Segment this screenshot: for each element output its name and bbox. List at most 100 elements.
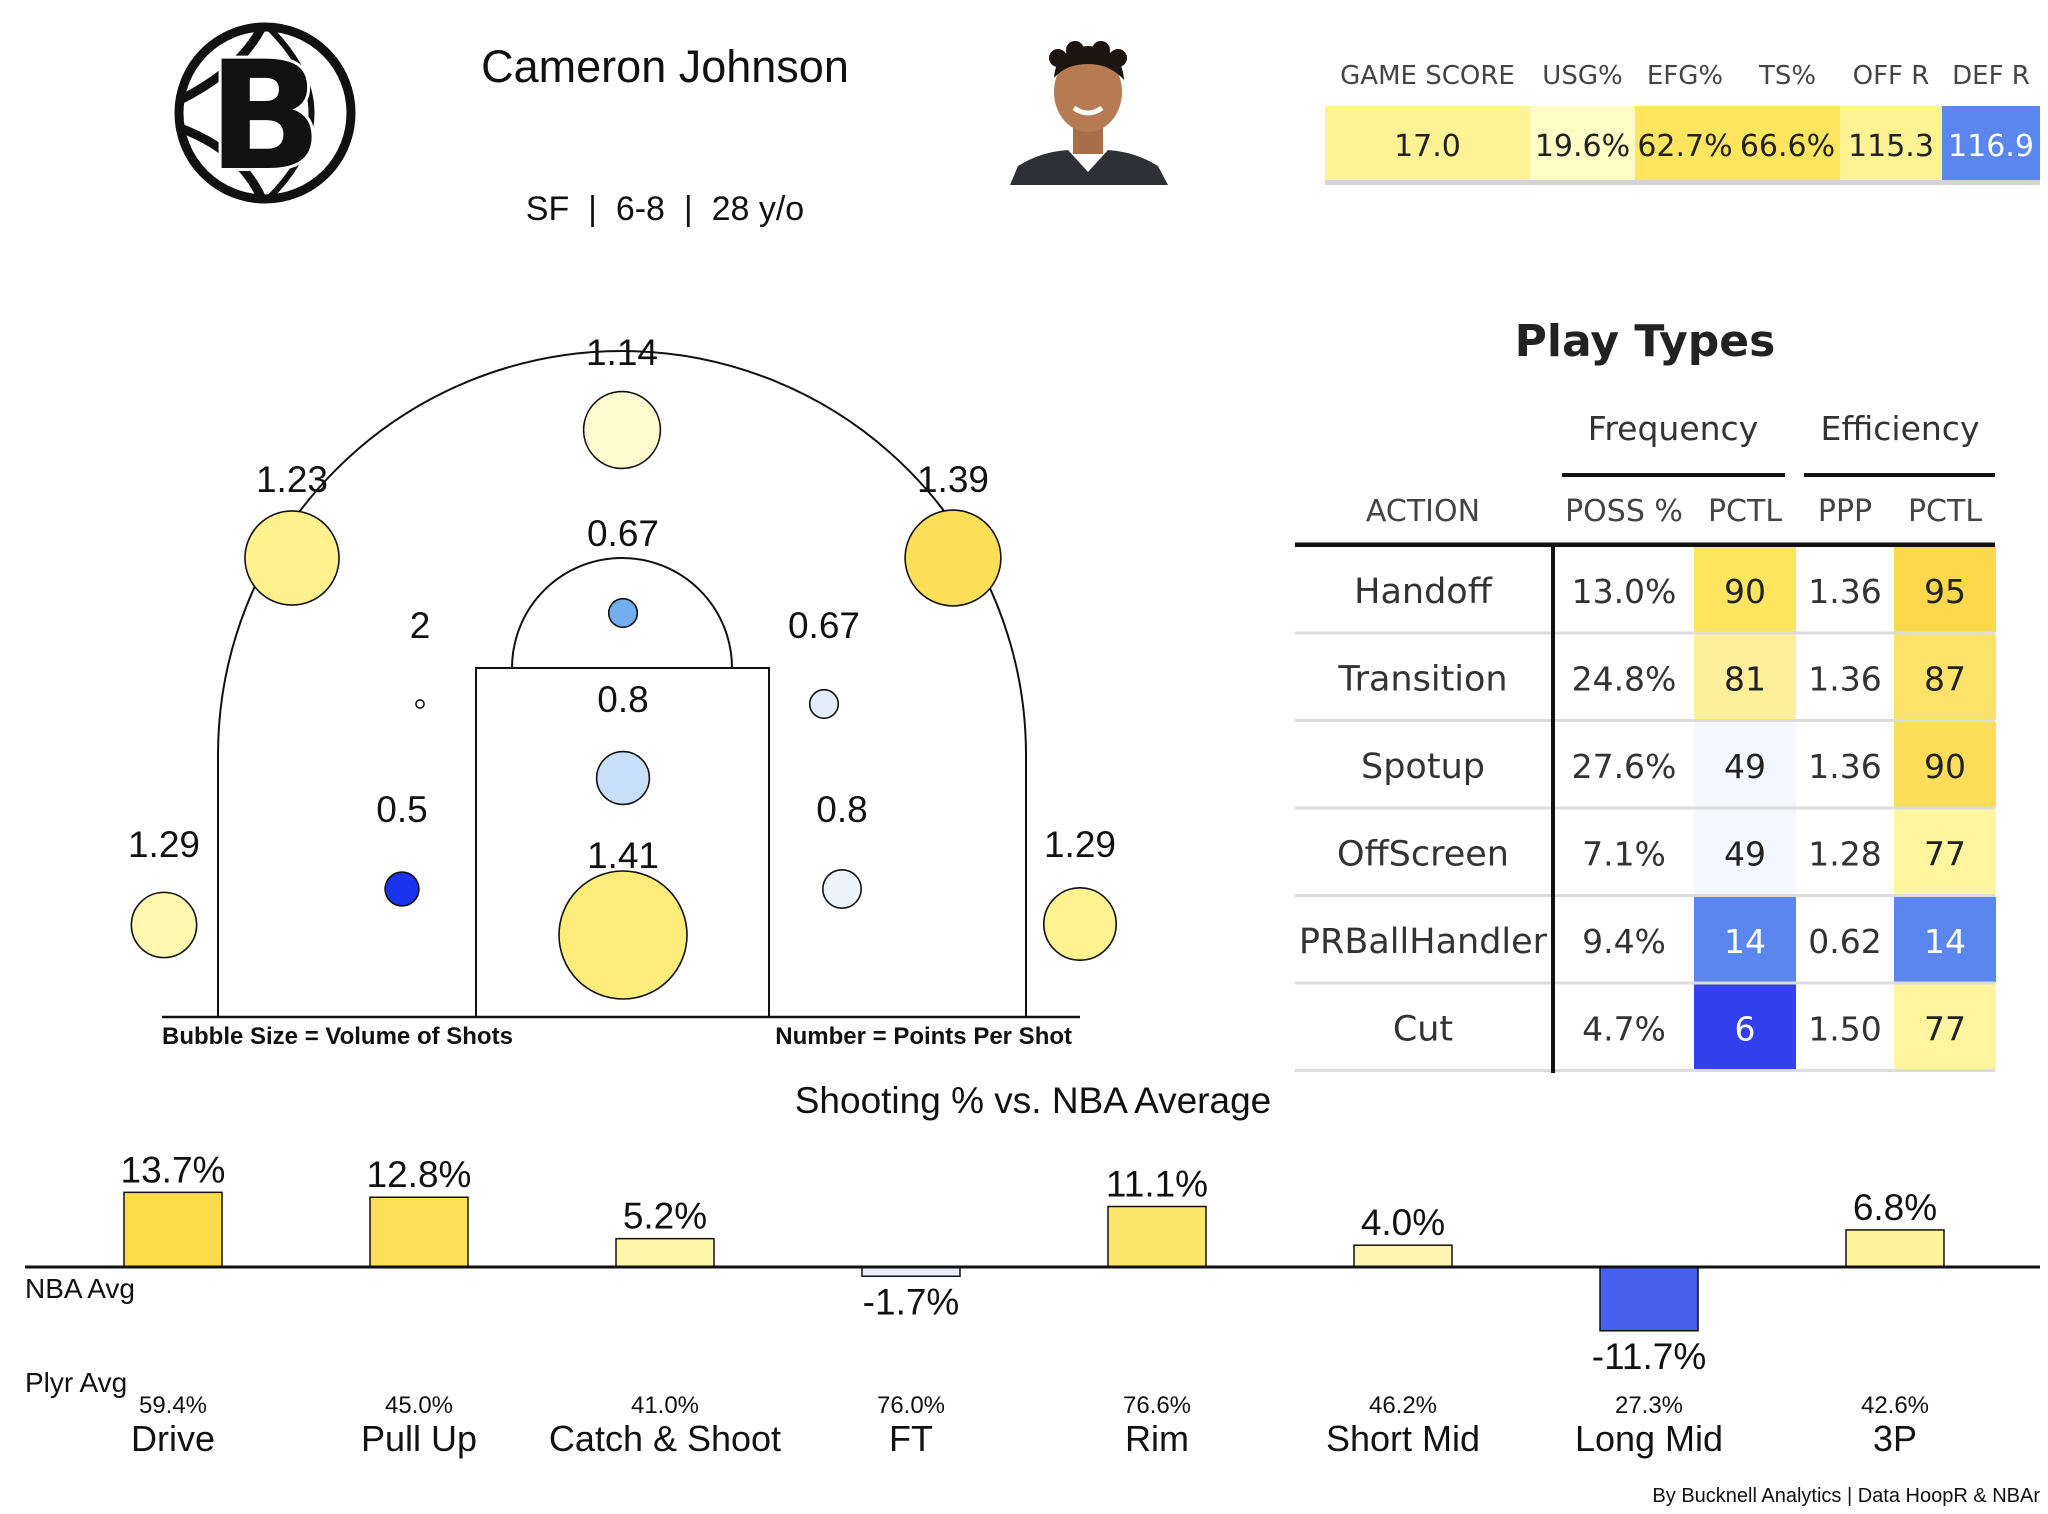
ppp: 1.36	[1808, 747, 1881, 786]
category-label-3p: 3P	[1873, 1418, 1917, 1459]
eff-pctl-cell	[1894, 547, 1996, 633]
eff-pctl: 87	[1924, 659, 1966, 698]
stat-header-efg: EFG%	[1647, 61, 1723, 91]
shot-bubbles: 1.29 1.23 1.14 1.39 1.29 2 0.5 0.67 0.67 0.8 0.8 1.…	[128, 332, 1118, 1000]
stat-cell-usg	[1530, 106, 1635, 180]
row-background	[1295, 809, 1995, 895]
ppp: 1.28	[1808, 834, 1881, 873]
play-type-row-cut: Cut 4.7% 6 1.50 77	[1295, 984, 1996, 1072]
eff-pctl-cell	[1894, 809, 1996, 895]
stats-underline	[1325, 180, 2040, 185]
eff-pctl: 14	[1924, 922, 1966, 961]
ppp-label-left-corner-3: 1.29	[128, 824, 200, 865]
freq-pctl: 49	[1724, 747, 1766, 786]
stat-cell-def-r	[1942, 106, 2040, 180]
poss-pct: 27.6%	[1572, 747, 1677, 786]
ppp-label-left-wing-3: 1.23	[256, 459, 328, 500]
ppp-label-paint: 0.8	[597, 679, 648, 720]
play-types-table: Play Types Frequency Efficiency ACTION PO…	[1295, 316, 1996, 1073]
action-label: PRBallHandler	[1299, 922, 1548, 962]
bubble-size-note: Bubble Size = Volume of Shots	[162, 1023, 513, 1050]
stat-header-def-r: DEF R	[1952, 61, 2030, 91]
category-label-ft: FT	[889, 1418, 933, 1459]
player-avg-short-mid: 46.2%	[1369, 1392, 1437, 1419]
poss-pct: 7.1%	[1582, 834, 1666, 873]
poss-pct: 9.4%	[1582, 922, 1666, 961]
poss-pct: 24.8%	[1572, 659, 1677, 698]
row-divider	[1295, 806, 1995, 810]
ppp-label-left-elbow-mid: 2	[410, 605, 431, 646]
poss-pct: 4.7%	[1582, 1009, 1666, 1048]
ppp-label-restricted-area: 1.41	[587, 835, 659, 876]
free-throw-circle	[511, 557, 733, 669]
ppp-label-left-baseline-mid: 0.5	[376, 789, 427, 830]
bar-value-label-long-mid: -11.7%	[1592, 1336, 1707, 1377]
stat-header-game-score: GAME SCORE	[1340, 61, 1515, 91]
freq-pctl: 6	[1735, 1009, 1756, 1048]
action-label: Transition	[1337, 659, 1507, 699]
bubble-restricted-area	[558, 870, 688, 1000]
row-background	[1295, 547, 1995, 633]
column-header-pctl-2: PCTL	[1708, 494, 1782, 529]
ppp-label-right-corner-3: 1.29	[1044, 824, 1116, 865]
play-type-row-prballhandler: PRBallHandler 9.4% 14 0.62 14	[1295, 897, 1996, 985]
eff-pctl-cell	[1894, 634, 1996, 720]
category-label-catch-shoot: Catch & Shoot	[549, 1418, 781, 1459]
ppp: 1.50	[1808, 1009, 1881, 1048]
stat-value-usg: 19.6%	[1535, 129, 1630, 164]
bar-short-mid	[1353, 1244, 1453, 1268]
action-label: Cut	[1393, 1009, 1453, 1049]
ppp-note: Number = Points Per Shot	[775, 1023, 1072, 1050]
column-header-ppp-3: PPP	[1818, 494, 1872, 529]
stat-value-efg: 62.7%	[1637, 129, 1732, 164]
player-avg-long-mid: 27.3%	[1615, 1392, 1683, 1419]
action-label: OffScreen	[1337, 834, 1509, 874]
column-header-pctl-4: PCTL	[1908, 494, 1982, 529]
category-label-long-mid: Long Mid	[1575, 1418, 1723, 1459]
player-name: Cameron Johnson	[481, 41, 849, 92]
freq-pctl: 81	[1724, 659, 1766, 698]
bar-chart-title: Shooting % vs. NBA Average	[795, 1080, 1272, 1121]
category-label-pull-up: Pull Up	[361, 1418, 477, 1459]
bubble-free-throw-mid	[607, 597, 639, 629]
row-divider	[1295, 719, 1995, 722]
player-avg-label: Plyr Avg	[25, 1367, 127, 1398]
bubble-right-wing-3	[904, 509, 1002, 607]
player-bio: SF | 6-8 | 28 y/o	[526, 190, 804, 228]
bar-3p	[1845, 1229, 1945, 1268]
eff-pctl-cell	[1894, 897, 1996, 983]
bubble-right-baseline-mid	[821, 868, 862, 909]
bar-value-label-pull-up: 12.8%	[367, 1154, 472, 1195]
player-avg-ft: 76.0%	[877, 1392, 945, 1419]
category-label-rim: Rim	[1125, 1418, 1189, 1459]
nets-logo-icon: B	[174, 22, 356, 207]
eff-pctl: 90	[1924, 747, 1966, 786]
poss-pct: 13.0%	[1572, 572, 1677, 611]
row-divider	[1295, 631, 1995, 635]
bar-value-label-drive: 13.7%	[121, 1149, 226, 1190]
bar-value-label-rim: 11.1%	[1106, 1164, 1208, 1205]
stat-value-def-r: 116.9	[1948, 129, 2034, 164]
efficiency-group-label: Efficiency	[1821, 409, 1980, 448]
bar-value-label-ft: -1.7%	[863, 1281, 960, 1322]
category-label-short-mid: Short Mid	[1326, 1418, 1480, 1459]
bar-pull-up	[369, 1196, 469, 1268]
play-type-row-offscreen: OffScreen 7.1% 49 1.28 77	[1295, 809, 1996, 897]
stat-cell-ts	[1735, 106, 1840, 180]
svg-text:B: B	[208, 30, 322, 204]
row-divider	[1295, 981, 1995, 985]
bubble-paint	[595, 750, 651, 806]
action-label: Spotup	[1361, 747, 1485, 787]
bar-catch-shoot	[615, 1237, 715, 1268]
bubble-left-corner-3	[130, 891, 198, 959]
freq-pctl: 90	[1724, 572, 1766, 611]
row-divider	[1295, 894, 1995, 897]
player-avg-drive: 59.4%	[139, 1392, 207, 1419]
freq-pctl-cell	[1694, 809, 1796, 895]
row-background	[1295, 722, 1995, 808]
ppp-label-right-elbow-mid: 0.67	[788, 605, 860, 646]
freq-pctl: 49	[1724, 834, 1766, 873]
ppp-label-right-baseline-mid: 0.8	[816, 789, 867, 830]
play-type-row-transition: Transition 24.8% 81 1.36 87	[1295, 634, 1996, 722]
